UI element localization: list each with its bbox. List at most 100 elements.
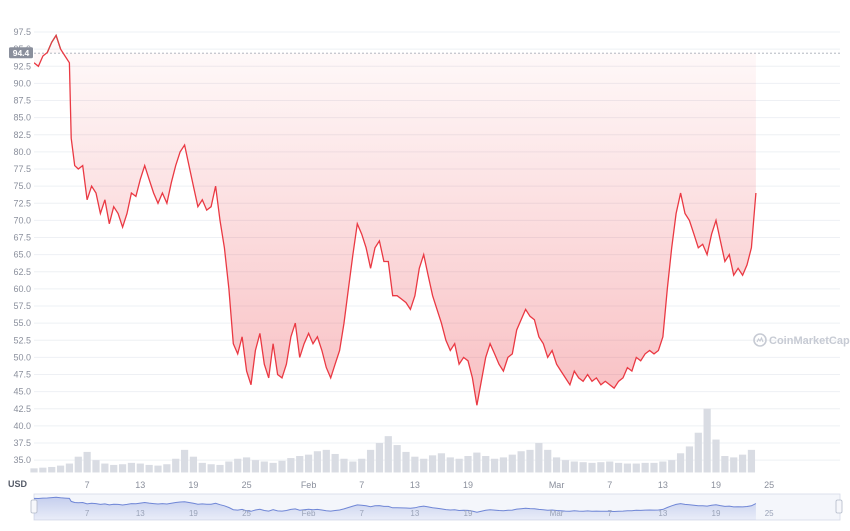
y-tick-label: 35.0: [13, 455, 31, 465]
volume-bar: [588, 462, 596, 473]
volume-bar: [676, 453, 685, 473]
volume-bar: [420, 458, 428, 473]
volume-bar: [650, 462, 658, 473]
volume-bar: [313, 451, 322, 473]
y-tick-label: 65.0: [13, 250, 31, 260]
volume-bar: [207, 464, 215, 473]
y-tick-label: 60.0: [13, 284, 31, 294]
volume-bar: [331, 453, 339, 473]
volume-bar: [579, 462, 587, 473]
navigator-tick-label: 25: [765, 509, 774, 518]
volume-bar: [154, 465, 162, 473]
volume-bar: [597, 462, 605, 473]
volume-bar: [225, 461, 233, 473]
x-tick-label: Feb: [301, 480, 317, 490]
navigator-tick-label: 13: [410, 509, 419, 518]
navigator-handle-right[interactable]: [835, 499, 843, 514]
y-tick-label: 55.0: [13, 318, 31, 328]
x-tick-label: 25: [242, 480, 252, 490]
y-tick-label: 72.5: [13, 198, 31, 208]
volume-bar: [606, 461, 614, 473]
volume-bar: [659, 461, 667, 473]
navigator[interactable]: 7 13 19 25 Feb 7 13 19 Mar 7 13 19 25: [30, 493, 843, 521]
current-price-badge-text: 94.4: [13, 48, 30, 58]
x-tick-label: 7: [359, 480, 364, 490]
volume-bar: [287, 458, 295, 473]
y-tick-label: 40.0: [13, 421, 31, 431]
volume-bar: [482, 456, 490, 473]
volume-bar: [446, 457, 454, 473]
volume-bar: [712, 439, 720, 473]
volume-bar: [127, 462, 136, 473]
navigator-tick-label: 7: [607, 509, 612, 518]
y-tick-label: 77.5: [13, 164, 31, 174]
navigator-tick-label: 25: [242, 509, 251, 518]
volume-bar: [384, 436, 392, 473]
volume-bar: [393, 445, 401, 473]
watermark: CoinMarketCap: [753, 333, 850, 347]
x-axis-ticks: 7 13 19 25 Feb 7 13 19 Mar 7 13 19 25: [85, 480, 775, 490]
navigator-area: [34, 497, 756, 520]
x-tick-label: 13: [135, 480, 145, 490]
volume-bar: [216, 464, 224, 473]
volume-bar: [260, 461, 268, 473]
current-price-badge-bg: [9, 47, 33, 59]
volume-bar: [48, 466, 56, 473]
volume-bar: [570, 461, 578, 473]
volume-bar: [375, 443, 384, 473]
volume-bar: [552, 457, 561, 473]
navigator-line: [33, 496, 757, 513]
navigator-tick-label: 13: [136, 509, 145, 518]
volume-bar: [535, 443, 543, 473]
y-tick-label: 67.5: [13, 233, 31, 243]
volume-bar: [83, 451, 91, 473]
volume-bar: [340, 458, 348, 473]
y-tick-label: 37.5: [13, 438, 31, 448]
navigator-tick-label: 13: [658, 509, 667, 518]
volume-bar: [738, 454, 747, 473]
volume-bar: [411, 456, 419, 473]
x-tick-label: 13: [410, 480, 420, 490]
y-axis-ticks: 97.595.092.590.087.585.082.580.077.575.0…: [13, 27, 31, 465]
volume-bar: [30, 468, 38, 473]
volume-bar: [163, 464, 171, 473]
volume-bar: [304, 454, 313, 473]
navigator-handle-left[interactable]: [30, 499, 38, 514]
volume-bar: [65, 463, 74, 473]
volume-bar: [508, 454, 516, 473]
volume-bar: [437, 453, 446, 473]
x-tick-label: 7: [607, 480, 612, 490]
volume-bar: [92, 460, 100, 473]
navigator-tick-label: Feb: [302, 509, 316, 518]
y-tick-label: 70.0: [13, 215, 31, 225]
y-tick-label: 90.0: [13, 78, 31, 88]
volume-bar: [39, 467, 47, 473]
volume-bar: [118, 464, 127, 473]
price-line-below: [34, 33, 757, 406]
volume-bars: [30, 408, 756, 473]
volume-bar: [145, 464, 153, 473]
navigator-tick-label: 19: [712, 509, 721, 518]
y-tick-label: 92.5: [13, 61, 31, 71]
watermark-text: CoinMarketCap: [769, 335, 850, 347]
x-tick-label: 19: [711, 480, 721, 490]
volume-bar: [490, 458, 499, 473]
volume-bar: [499, 457, 508, 473]
volume-bar: [623, 463, 632, 473]
volume-bar: [402, 451, 410, 473]
volume-bar: [428, 455, 437, 473]
volume-bar: [473, 452, 481, 473]
volume-bar: [234, 458, 242, 473]
volume-bar: [747, 449, 756, 473]
volume-bar: [136, 463, 144, 473]
volume-bar: [694, 432, 702, 473]
price-area-fill: [34, 35, 756, 406]
volume-bar: [101, 463, 109, 473]
volume-bar: [641, 462, 649, 473]
volume-bar: [269, 462, 277, 473]
volume-bar: [358, 458, 366, 473]
y-tick-label: 97.5: [13, 27, 31, 37]
y-tick-label: 57.5: [13, 301, 31, 311]
y-tick-label: 50.0: [13, 352, 31, 362]
